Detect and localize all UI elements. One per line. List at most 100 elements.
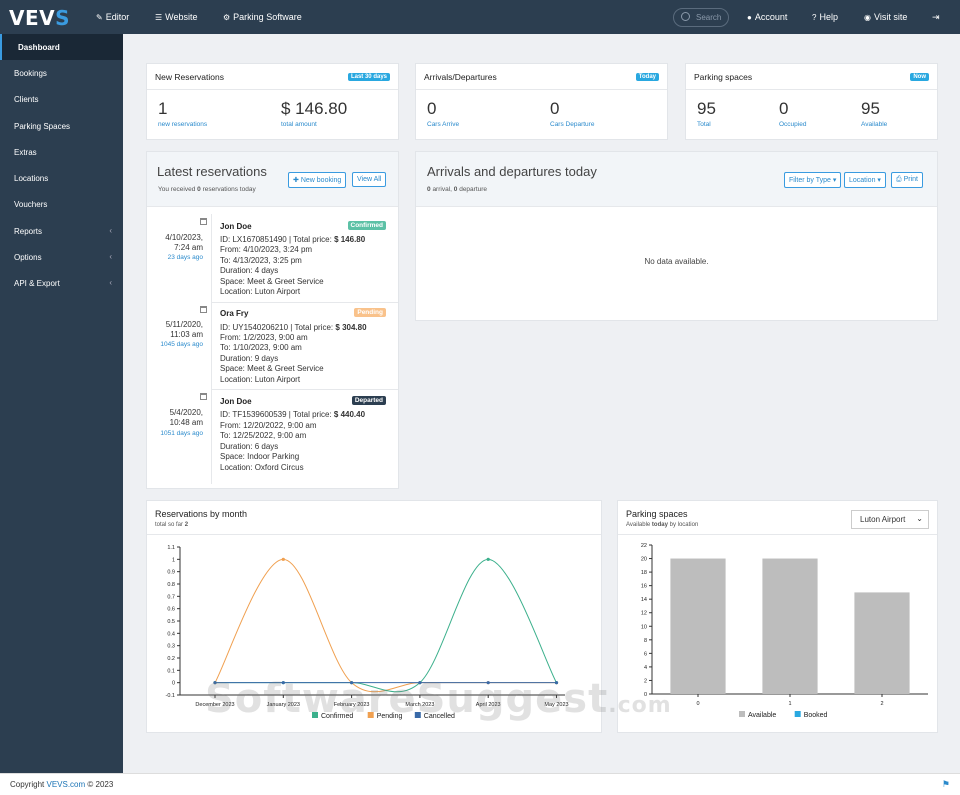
- reservation-duration: Duration: 9 days: [220, 354, 279, 363]
- x-tick-label: January 2023: [267, 702, 300, 708]
- y-tick-label: 0.5: [167, 619, 175, 625]
- reservation-ago: 1045 days ago: [160, 341, 203, 348]
- nav-account[interactable]: ● Account: [747, 12, 788, 22]
- y-tick-label: 0.2: [167, 656, 175, 662]
- reservation-duration: Duration: 6 days: [220, 442, 279, 451]
- divider: [416, 206, 937, 207]
- logout-icon[interactable]: ⇥: [932, 12, 940, 22]
- sidebar-item-reports[interactable]: Reports ‹: [14, 226, 112, 236]
- reservation-space: Space: Meet & Greet Service: [220, 364, 324, 373]
- y-tick-label: 0: [644, 692, 647, 698]
- reservations-line-chart: -0.1 0 0.1 0.2 0.3 0.4 0.5 0.6 0.7 0.8 0.9 1 1.1 Dece…: [166, 545, 569, 720]
- nav-visit-site[interactable]: ◉ Visit site: [864, 12, 908, 22]
- reservation-id-line: ID: LX1670851490 | Total price: $ 146.80: [220, 235, 366, 244]
- reservation-to: To: 4/13/2023, 3:25 pm: [220, 256, 302, 265]
- sidebar-item-dashboard[interactable]: Dashboard: [0, 34, 123, 60]
- bar-available: [670, 558, 726, 694]
- location-dropdown[interactable]: Location ▾: [844, 172, 886, 188]
- y-tick-label: 0.8: [167, 582, 175, 588]
- reservation-to: To: 12/25/2022, 9:00 am: [220, 431, 307, 440]
- y-tick-label: 4: [644, 665, 647, 671]
- filter-by-type-dropdown[interactable]: Filter by Type ▾: [784, 172, 842, 188]
- reservation-from: From: 4/10/2023, 3:24 pm: [220, 245, 313, 254]
- nav-website[interactable]: ☰ Website: [155, 12, 198, 22]
- card-subtitle: You received 0 reservations today: [158, 186, 256, 193]
- x-tick-label: 1: [788, 701, 791, 707]
- new-reservations-card: New Reservations Last 30 days 1 new rese…: [146, 63, 399, 140]
- y-tick-label: 0.9: [167, 570, 175, 576]
- stat-value: 95: [861, 99, 880, 118]
- status-badge: Confirmed: [347, 221, 386, 230]
- legend-label-pending: Pending: [377, 713, 403, 720]
- empty-message: No data available.: [644, 257, 709, 266]
- x-tick-label: March 2023: [405, 702, 434, 708]
- search-input[interactable]: Search: [673, 8, 729, 27]
- sidebar-item-vouchers[interactable]: Vouchers: [14, 200, 48, 209]
- sidebar-item-options[interactable]: Options ‹: [14, 252, 112, 262]
- logo-text-a: VEV: [9, 6, 56, 30]
- parking-spaces-stat-card: Parking spaces Now 95 Total 0 Occupied 9…: [685, 63, 938, 140]
- client-name[interactable]: Ora Fry: [220, 309, 249, 318]
- data-point-cancelled: [350, 681, 354, 685]
- divider: [147, 534, 601, 535]
- logo[interactable]: VEVS: [9, 6, 70, 30]
- card-subtitle: total so far 2: [155, 522, 189, 528]
- reservation-date: 5/4/2020,: [169, 408, 203, 417]
- reservation-from: From: 12/20/2022, 9:00 am: [220, 421, 317, 430]
- reservation-date: 4/10/2023,: [165, 233, 203, 242]
- y-tick-label: 18: [641, 570, 647, 576]
- legend-swatch-cancelled: [414, 712, 421, 718]
- card-title: Reservations by month: [155, 509, 248, 519]
- pencil-icon: ✎: [96, 13, 103, 22]
- stat-value: 0: [550, 99, 560, 118]
- sidebar-item-parking-spaces[interactable]: Parking Spaces: [14, 122, 71, 131]
- legend-label-confirmed: Confirmed: [321, 713, 353, 720]
- nav-editor[interactable]: ✎ Editor: [96, 12, 130, 22]
- reservation-location: Location: Luton Airport: [220, 287, 301, 296]
- card-title: Parking spaces: [694, 72, 753, 82]
- view-all-button[interactable]: View All: [352, 172, 387, 187]
- nav-help[interactable]: ? Help: [812, 12, 838, 22]
- user-icon: ●: [747, 13, 752, 22]
- location-select[interactable]: Luton Airport ⌄: [851, 510, 929, 529]
- card-subtitle: 0 arrival, 0 departure: [427, 186, 488, 193]
- sidebar-item-bookings[interactable]: Bookings: [14, 69, 47, 78]
- reservation-location: Location: Oxford Circus: [220, 463, 304, 472]
- y-tick-label: 0.3: [167, 644, 175, 650]
- parking-spaces-chart-card: Parking spaces Available today by locati…: [617, 500, 938, 733]
- print-icon: ⎙: [896, 176, 902, 183]
- card-title: Arrivals and departures today: [427, 164, 597, 179]
- legend-label-cancelled: Cancelled: [424, 713, 455, 720]
- y-tick-label: 8: [644, 638, 647, 644]
- gear-icon: ⚙: [223, 13, 231, 22]
- arrivals-departures-today-card: Arrivals and departures today 0 arrival,…: [415, 151, 938, 321]
- x-tick-label: December 2023: [195, 702, 234, 708]
- sidebar-item-clients[interactable]: Clients: [14, 95, 39, 104]
- status-badge: Departed: [351, 396, 386, 405]
- card-title: Parking spaces: [626, 509, 688, 519]
- card-title: New Reservations: [155, 72, 224, 82]
- help-icon: ?: [812, 13, 817, 22]
- nav-parking-software[interactable]: ⚙ Parking Software: [223, 12, 302, 22]
- stat-value: $ 146.80: [281, 99, 348, 118]
- client-name[interactable]: Jon Doe: [220, 222, 252, 231]
- x-tick-label: April 2023: [476, 702, 501, 708]
- sidebar-item-extras[interactable]: Extras: [14, 148, 37, 157]
- sidebar-item-api-export[interactable]: API & Export ‹: [14, 278, 112, 288]
- latest-reservations-card: Latest reservations You received 0 reser…: [146, 151, 399, 489]
- language-icon[interactable]: ⚑: [941, 779, 950, 789]
- reservation-from: From: 1/2/2023, 9:00 am: [220, 333, 308, 342]
- reservation-time: 7:24 am: [174, 243, 203, 252]
- print-button[interactable]: ⎙ Print: [891, 172, 923, 188]
- stat-label: Available: [861, 121, 888, 128]
- reservation-space: Space: Indoor Parking: [220, 452, 300, 461]
- y-tick-label: 2: [644, 678, 647, 684]
- y-tick-label: 14: [641, 597, 647, 603]
- data-point-pending: [281, 557, 285, 561]
- sidebar-item-locations[interactable]: Locations: [14, 174, 49, 183]
- footer-brand-link[interactable]: VEVS.com: [46, 780, 86, 789]
- client-name[interactable]: Jon Doe: [220, 397, 252, 406]
- new-booking-button[interactable]: ✚ New booking: [288, 172, 347, 188]
- y-tick-label: 1: [172, 557, 175, 563]
